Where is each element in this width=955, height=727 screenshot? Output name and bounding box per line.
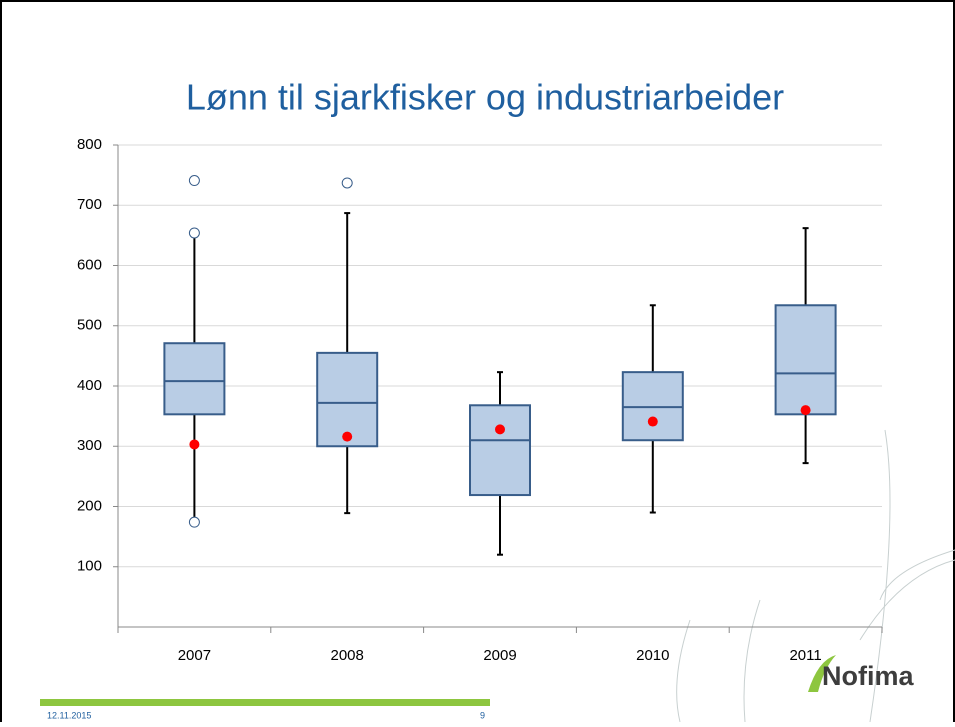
mean (189, 439, 200, 450)
footer-date: 12.11.2015 (47, 710, 91, 720)
x-tick-label: 2008 (331, 647, 364, 664)
y-tick-label: 100 (77, 558, 102, 575)
x-tick-label: 2009 (483, 647, 516, 664)
box (163, 342, 226, 416)
box (469, 404, 531, 497)
mean (495, 424, 505, 435)
y-tick-label: 200 (77, 497, 102, 514)
logo: Nofima (822, 661, 914, 691)
logo-mark (808, 655, 836, 692)
outlier (341, 177, 353, 189)
y-tick-label: 300 (77, 437, 102, 454)
y-tick-label: 600 (77, 256, 102, 273)
outlier (188, 227, 200, 239)
y-tick-label: 500 (77, 317, 102, 334)
mean (800, 405, 811, 416)
page-number: 9 (480, 710, 485, 720)
y-tick-label: 800 (77, 136, 102, 153)
x-tick-label: 2010 (636, 647, 669, 664)
y-tick-label: 700 (77, 196, 102, 213)
decoration (676, 429, 955, 723)
mean (342, 431, 353, 442)
box (774, 304, 837, 416)
outlier (188, 516, 200, 528)
mean (647, 416, 658, 427)
box (316, 351, 379, 448)
footer-bar (40, 699, 490, 706)
chart-title: Lønn til sjarkfisker og industriarbeider (186, 77, 784, 118)
y-tick-label: 400 (77, 377, 102, 394)
x-tick-label: 2007 (178, 647, 211, 664)
x-tick-label: 2011 (789, 647, 821, 664)
outlier (188, 175, 200, 187)
